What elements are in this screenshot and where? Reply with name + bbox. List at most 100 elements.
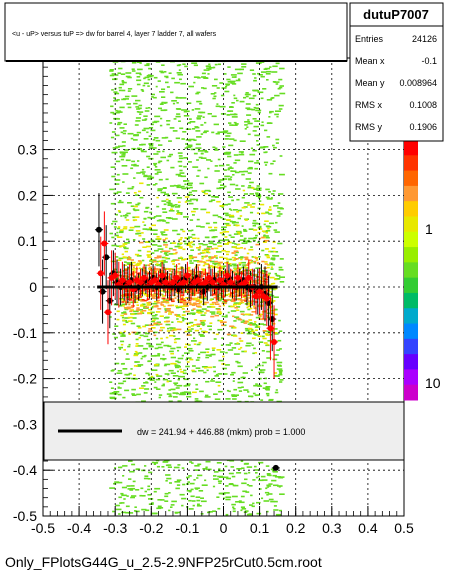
- scatter-cell: [135, 343, 139, 345]
- scatter-cell: [273, 374, 278, 377]
- scatter-cell: [170, 311, 174, 314]
- scatter-cell: [196, 323, 202, 326]
- scatter-cell: [228, 144, 234, 147]
- scatter-cell: [193, 337, 196, 340]
- scatter-cell: [157, 256, 162, 259]
- scatter-cell: [232, 315, 235, 318]
- scatter-cell: [231, 76, 237, 78]
- scatter-cell: [237, 217, 241, 220]
- scatter-cell: [256, 160, 259, 162]
- scatter-cell: [160, 341, 164, 344]
- scatter-cell: [221, 226, 227, 228]
- scatter-cell: [118, 236, 123, 238]
- scatter-cell: [230, 170, 237, 172]
- scatter-cell: [143, 127, 150, 130]
- scatter-cell: [135, 120, 141, 122]
- scatter-cell: [123, 330, 126, 333]
- scatter-cell: [249, 153, 256, 156]
- scatter-cell: [244, 350, 247, 353]
- profile-point: [104, 309, 111, 316]
- scatter-cell: [118, 331, 122, 334]
- scatter-cell: [212, 146, 216, 149]
- scatter-cell: [157, 188, 163, 190]
- scatter-cell: [251, 344, 254, 346]
- scatter-cell: [123, 313, 128, 315]
- scatter-cell: [272, 328, 278, 330]
- scatter-cell: [121, 301, 125, 303]
- scatter-cell: [153, 120, 160, 123]
- scatter-cell: [177, 204, 181, 207]
- scatter-cell: [182, 131, 187, 133]
- scatter-cell: [115, 213, 118, 216]
- scatter-cell: [113, 482, 117, 485]
- scatter-cell: [160, 233, 164, 235]
- scatter-cell: [240, 319, 243, 321]
- scatter-cell: [126, 257, 132, 259]
- scatter-cell: [234, 282, 239, 284]
- scatter-cell: [216, 301, 219, 303]
- scatter-cell: [212, 349, 215, 351]
- scatter-cell: [130, 496, 135, 499]
- scatter-cell: [180, 228, 184, 231]
- scatter-cell: [136, 83, 141, 86]
- scatter-cell: [192, 365, 196, 367]
- scatter-cell: [120, 502, 125, 504]
- scatter-cell: [273, 296, 279, 298]
- scatter-cell: [267, 288, 272, 290]
- scatter-cell: [151, 512, 158, 515]
- scatter-cell: [211, 115, 217, 118]
- scatter-cell: [191, 462, 194, 464]
- scatter-cell: [176, 233, 181, 236]
- scatter-cell: [252, 222, 258, 225]
- scatter-cell: [156, 321, 161, 324]
- scatter-cell: [249, 304, 253, 306]
- scatter-cell: [251, 505, 255, 508]
- scatter-cell: [266, 264, 270, 266]
- scatter-cell: [279, 67, 285, 70]
- scatter-cell: [188, 138, 195, 141]
- scatter-cell: [134, 333, 139, 335]
- scatter-cell: [214, 78, 218, 81]
- scatter-cell: [124, 250, 128, 253]
- scatter-cell: [181, 316, 185, 319]
- scatter-cell: [109, 70, 114, 72]
- scatter-cell: [180, 298, 184, 300]
- scatter-cell: [134, 253, 140, 256]
- scatter-cell: [201, 294, 204, 296]
- scatter-cell: [245, 92, 249, 94]
- scatter-cell: [174, 206, 181, 208]
- scatter-cell: [192, 504, 195, 507]
- scatter-cell: [212, 288, 215, 291]
- scatter-cell: [244, 478, 248, 481]
- scatter-cell: [120, 131, 124, 134]
- scatter-cell: [271, 479, 277, 482]
- scatter-cell: [251, 311, 257, 313]
- scatter-cell: [212, 485, 216, 488]
- scatter-cell: [161, 384, 165, 387]
- scatter-cell: [165, 198, 169, 201]
- scatter-cell: [221, 87, 227, 89]
- scatter-cell: [172, 204, 176, 207]
- scatter-cell: [254, 167, 258, 170]
- scatter-cell: [136, 297, 140, 300]
- scatter-cell: [127, 293, 131, 296]
- scatter-cell: [195, 388, 199, 390]
- scatter-cell: [246, 313, 250, 316]
- scatter-cell: [160, 109, 166, 112]
- scatter-cell: [231, 395, 238, 397]
- scatter-cell: [170, 356, 176, 359]
- scatter-cell: [227, 293, 232, 295]
- color-scale-segment: [404, 140, 418, 156]
- scatter-cell: [117, 210, 121, 212]
- scatter-cell: [143, 335, 149, 338]
- scatter-cell: [179, 299, 184, 302]
- scatter-cell: [122, 145, 126, 147]
- scatter-cell: [113, 391, 120, 393]
- scatter-cell: [233, 302, 237, 304]
- scatter-cell: [160, 102, 164, 105]
- scatter-cell: [227, 263, 232, 265]
- scatter-cell: [266, 473, 271, 475]
- scatter-cell: [130, 167, 134, 170]
- scatter-cell: [243, 237, 247, 240]
- scatter-cell: [240, 247, 243, 249]
